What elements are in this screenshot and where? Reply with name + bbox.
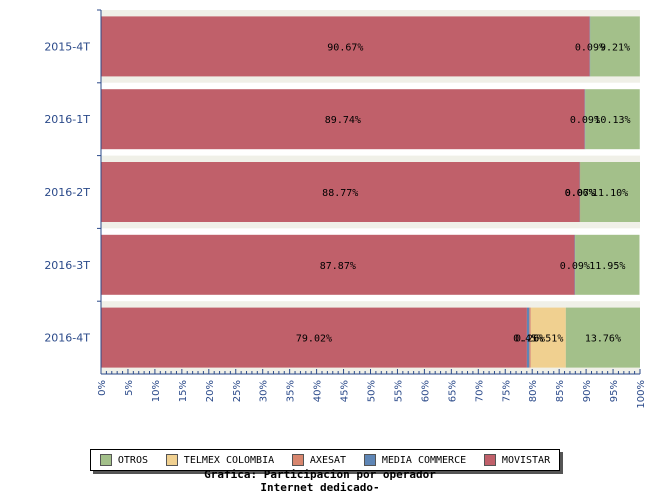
data-label: 10.13% (594, 115, 630, 126)
data-label: 89.74% (325, 115, 361, 126)
chart-caption-line1: Grafica: Participacion por operador (204, 468, 436, 481)
x-tick-label: 10% (151, 380, 162, 402)
data-label: 0.09% (570, 115, 600, 126)
x-tick-label: 20% (205, 380, 216, 402)
bar-area (101, 16, 640, 368)
legend-item: AXESAT (291, 454, 347, 466)
x-tick-label: 95% (609, 380, 620, 402)
x-tick-label: 0% (97, 380, 108, 396)
x-tick-label: 90% (582, 380, 593, 402)
legend-swatch (165, 454, 178, 466)
x-tick-label: 80% (528, 380, 539, 402)
x-tick-label: 65% (447, 380, 458, 402)
bar-movistar (101, 162, 580, 222)
data-label: 0.09% (575, 42, 605, 53)
x-tick-label: 15% (178, 380, 189, 402)
bar-media-commerce (589, 16, 591, 77)
bar-movistar (101, 89, 585, 150)
x-tick-label: 100% (636, 380, 647, 409)
legend-item: OTROS (99, 454, 148, 466)
legend-label: MOVISTAR (501, 454, 551, 466)
legend-swatch (363, 454, 376, 466)
legend-swatch (99, 454, 112, 466)
chart-caption-line2: Internet dedicado- (260, 481, 380, 494)
bar-otros (565, 307, 640, 368)
data-label: 0.06% (565, 188, 595, 199)
x-tick-label: 25% (232, 380, 243, 402)
x-tick-label: 70% (474, 380, 485, 402)
data-label: 11.95% (589, 261, 625, 272)
category-label: 2015-4T (44, 40, 90, 53)
category-label: 2016-3T (44, 259, 90, 272)
data-label: 6.51% (533, 334, 563, 345)
category-label: 2016-1T (44, 113, 90, 126)
legend-item: TELMEX COLOMBIA (165, 454, 275, 466)
bar-media-commerce (574, 234, 576, 295)
data-labels: 90.67% 0.09%9.21%89.74% 0.09%10.13%88.77% 0… (296, 42, 631, 344)
data-label: 11.10% (592, 188, 628, 199)
legend-item: MEDIA COMMERCE (363, 454, 467, 466)
data-label: 0.09% (560, 261, 590, 272)
bar-telmex-colombia (530, 307, 566, 368)
legend-item: MOVISTAR (483, 454, 551, 466)
legend-swatch (483, 454, 496, 466)
x-tick-label: 50% (367, 380, 378, 402)
bar-otros (575, 234, 640, 295)
category-label: 2016-4T (44, 332, 90, 345)
bar-otros (585, 89, 640, 150)
bar-media-commerce (584, 89, 586, 150)
data-label: 0.26% (515, 334, 545, 345)
category-label: 2016-2T (44, 186, 90, 199)
bar-movistar (101, 16, 590, 77)
x-tick-label: 45% (340, 380, 351, 402)
legend-label: TELMEX COLOMBIA (183, 454, 275, 466)
data-label: 79.02% (296, 334, 332, 345)
legend-label: AXESAT (309, 454, 347, 466)
x-tick-label: 5% (124, 380, 135, 396)
bar-axesat (579, 162, 581, 222)
data-label: 90.67% (327, 42, 363, 53)
x-tick-label: 85% (555, 380, 566, 402)
x-tick-label: 75% (501, 380, 512, 402)
bar-axesat (529, 307, 531, 368)
data-label: 13.76% (585, 334, 621, 345)
x-tick-label: 30% (259, 380, 270, 402)
bar-media-commerce (579, 162, 581, 222)
data-label: 0.07% (565, 188, 595, 199)
bar-otros (590, 16, 640, 77)
data-label: 9.21% (600, 42, 630, 53)
axes: 2015-4T 2016-1T 2016-2T 2016-3T 2016-4T 0% 5% 1… (44, 9, 647, 409)
x-tick-label: 40% (313, 380, 324, 402)
x-tick-label: 55% (393, 380, 404, 402)
data-label: 88.77% (322, 188, 358, 199)
x-tick-label: 35% (286, 380, 297, 402)
legend-swatch (291, 454, 304, 466)
bar-movistar (101, 307, 527, 368)
bar-movistar (101, 234, 575, 295)
bar-media-commerce (526, 307, 530, 368)
data-label: 87.87% (320, 261, 356, 272)
legend-label: MEDIA COMMERCE (381, 454, 467, 466)
x-tick-label: 60% (420, 380, 431, 402)
legend-label: OTROS (117, 454, 148, 466)
bar-otros (580, 162, 640, 222)
data-label: 0.45% (513, 334, 543, 345)
legend: OTROS TELMEX COLOMBIA AXESAT MEDIA COMMERCE… (90, 449, 560, 471)
